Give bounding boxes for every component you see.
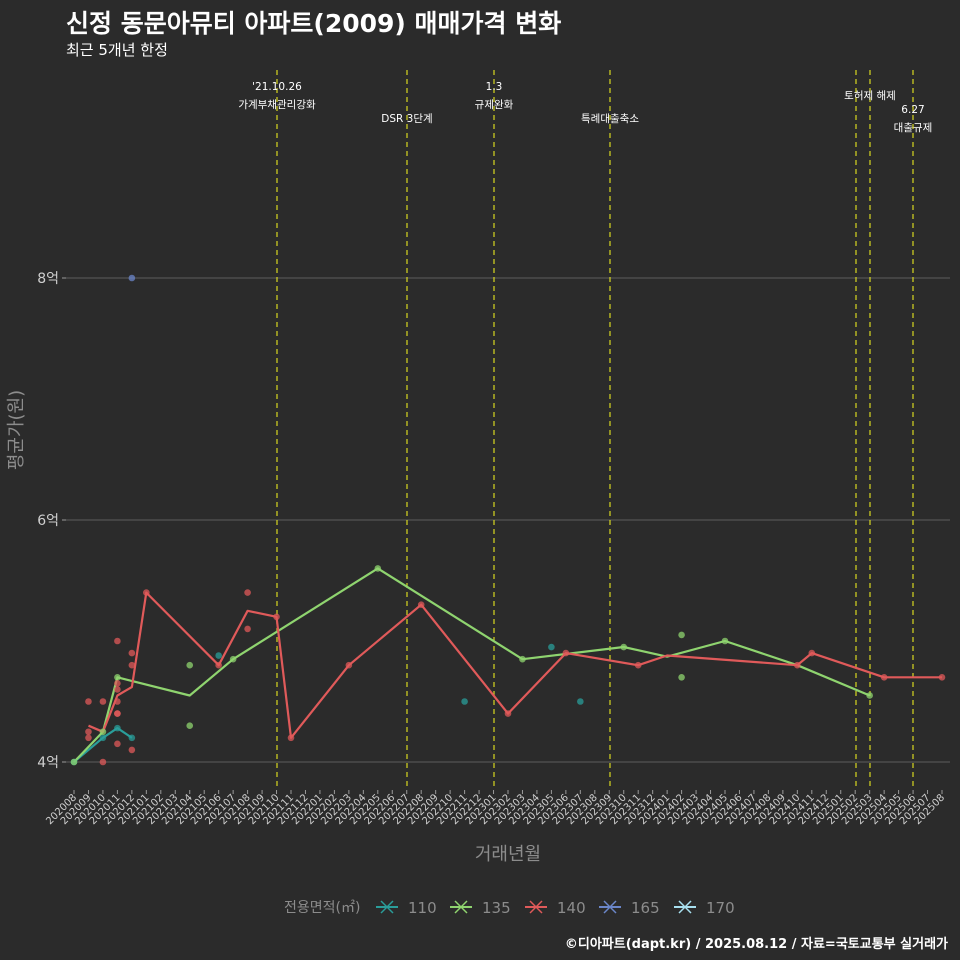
point-135 <box>866 692 873 699</box>
event-label: 6.27 <box>901 104 924 116</box>
point-140 <box>114 740 121 748</box>
point-140 <box>85 728 92 736</box>
point-140 <box>143 589 150 596</box>
point-140 <box>114 686 121 693</box>
point-110 <box>461 698 468 705</box>
point-140 <box>417 601 425 608</box>
y-tick-label: 8억 <box>37 271 59 287</box>
event-label: 특례대출축소 <box>581 113 639 125</box>
point-140 <box>99 758 107 766</box>
point-110 <box>548 643 555 651</box>
point-140 <box>938 674 946 681</box>
point-135 <box>99 728 107 736</box>
event-label: 대출규제 <box>894 122 933 134</box>
legend-key-cross <box>529 900 543 914</box>
point-110 <box>577 698 584 705</box>
point-110 <box>215 652 222 659</box>
point-140 <box>128 661 136 669</box>
point-140 <box>114 637 121 645</box>
legend-key-cross <box>678 900 692 914</box>
y-tick-label: 6억 <box>37 513 59 529</box>
point-135 <box>620 643 628 651</box>
point-135 <box>519 655 526 663</box>
point-135 <box>721 637 729 645</box>
point-135 <box>678 674 685 681</box>
point-140 <box>114 698 121 705</box>
point-110 <box>128 734 136 742</box>
point-110 <box>99 734 107 742</box>
point-140 <box>808 649 816 657</box>
chart-subtitle: 최근 5개년 한정 <box>66 41 168 59</box>
x-axis-title: 거래년월 <box>475 844 541 865</box>
event-label: DSR 3단계 <box>381 113 432 125</box>
legend-key-cross <box>603 900 617 914</box>
point-140 <box>880 674 888 681</box>
series-line-110 <box>73 727 133 763</box>
series-line-135 <box>73 567 871 763</box>
point-140 <box>114 710 121 717</box>
y-axis-title: 평균가(원) <box>6 390 27 470</box>
legend-title: 전용면적(㎡) <box>284 900 360 916</box>
point-140 <box>215 661 222 669</box>
legend-label: 135 <box>482 899 511 917</box>
point-140 <box>345 661 353 669</box>
event-label: 규제완화 <box>475 98 514 111</box>
point-140 <box>794 661 801 669</box>
point-140 <box>504 710 512 717</box>
point-135 <box>114 674 121 681</box>
point-140 <box>99 698 107 705</box>
point-140 <box>287 734 295 742</box>
point-135 <box>678 631 685 639</box>
event-label: 가계부채관리강화 <box>238 99 316 111</box>
point-140 <box>244 625 251 633</box>
point-110 <box>114 724 121 732</box>
point-140 <box>128 746 136 754</box>
source-caption: ©디아파트(dapt.kr) / 2025.08.12 / 자료=국토교통부 실… <box>564 937 948 952</box>
y-tick-label: 4억 <box>37 755 59 771</box>
event-label: 토허제 해제 <box>844 89 896 102</box>
event-label: 1.3 <box>486 81 503 93</box>
point-140 <box>85 698 92 705</box>
point-140 <box>562 649 570 657</box>
legend-key-cross <box>454 900 468 914</box>
legend-label: 170 <box>706 899 735 917</box>
legend-label: 110 <box>408 899 437 917</box>
point-140 <box>244 589 251 596</box>
point-140 <box>85 734 92 742</box>
point-135 <box>186 661 194 669</box>
legend-label: 140 <box>557 899 586 917</box>
point-135 <box>186 722 194 729</box>
point-140 <box>273 613 280 621</box>
point-140 <box>634 661 642 669</box>
chart-title: 신정 동문아뮤티 아파트(2009) 매매가격 변화 <box>66 9 562 38</box>
point-135 <box>374 565 382 572</box>
point-140 <box>114 680 121 687</box>
point-165 <box>128 274 136 282</box>
legend-label: 165 <box>631 899 660 917</box>
point-135 <box>229 655 237 663</box>
point-135 <box>70 758 78 766</box>
point-140 <box>128 649 136 657</box>
event-label: '21.10.26 <box>252 81 302 93</box>
legend-key-cross <box>380 900 394 914</box>
